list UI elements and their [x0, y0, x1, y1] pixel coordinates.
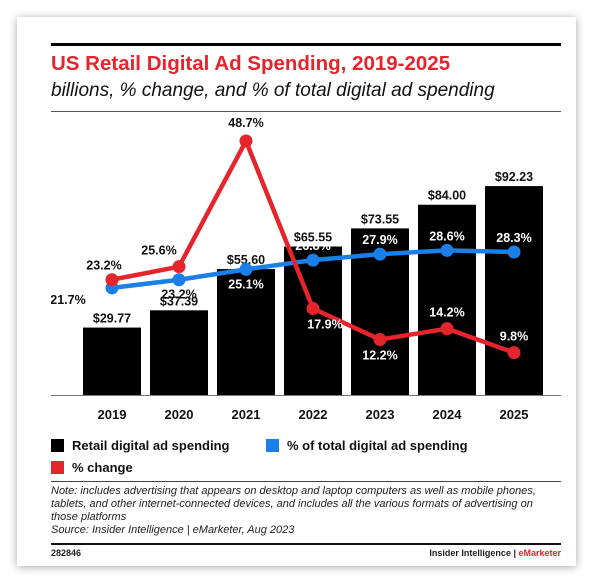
legend-label-spending: Retail digital ad spending: [72, 438, 230, 453]
footer-rule: [51, 543, 561, 545]
x-tick-2023: 2023: [366, 407, 395, 422]
notes-divider: [51, 481, 561, 482]
share-label-2023: 27.9%: [362, 233, 397, 247]
legend-swatch-share: [266, 439, 279, 452]
change-label-2021: 48.7%: [228, 116, 263, 130]
bar-label-2022: $65.55: [294, 231, 332, 245]
change-label-2024: 14.2%: [429, 306, 464, 320]
bar-label-2023: $73.55: [361, 212, 399, 226]
share-point-2024: [440, 243, 454, 257]
change-point-2022: [306, 302, 320, 316]
x-tick-2021: 2021: [232, 407, 261, 422]
change-label-2019: 23.2%: [86, 259, 121, 273]
chart-plot: $29.77 $37.39 $55.60 $65.55 $73.55 $84.00 $92.…: [51, 116, 561, 422]
bar-label-2025: $92.23: [495, 170, 533, 184]
chart-card: US Retail Digital Ad Spending, 2019-2025…: [51, 43, 561, 561]
x-tick-2020: 2020: [165, 407, 194, 422]
change-label-2023: 12.2%: [362, 349, 397, 363]
x-tick-2025: 2025: [500, 407, 529, 422]
legend-swatch-change: [51, 461, 64, 474]
change-point-2025: [507, 346, 521, 360]
bar-label-2024: $84.00: [428, 189, 466, 203]
bar-label-2020: $37.39: [160, 294, 198, 308]
bar-2019: [83, 327, 141, 395]
top-rule: [51, 43, 561, 46]
source-line: Source: Insider Intelligence | eMarketer…: [51, 524, 295, 536]
share-label-2020: 23.2%: [161, 288, 196, 302]
change-label-2025: 9.8%: [500, 330, 529, 344]
change-point-2019: [105, 273, 119, 287]
x-tick-2022: 2022: [299, 407, 328, 422]
share-label-2021: 25.1%: [228, 277, 263, 291]
share-label-2024: 28.6%: [429, 229, 464, 243]
share-point-2020: [172, 273, 186, 287]
share-label-2025: 28.3%: [496, 231, 531, 245]
legend-label-change: % change: [72, 460, 133, 475]
share-point-2023: [373, 247, 387, 261]
share-point-2025: [507, 245, 521, 259]
change-point-2021: [239, 134, 253, 148]
legend-swatch-spending: [51, 439, 64, 452]
change-point-2024: [440, 322, 454, 336]
footnote: Note: includes advertising that appears …: [51, 485, 536, 523]
brand-prefix: Insider Intelligence |: [429, 548, 519, 558]
chart-subtitle: billions, % change, and % of total digit…: [51, 80, 495, 101]
title-divider: [51, 111, 561, 112]
bar-2025: [485, 186, 543, 395]
share-point-2022: [306, 253, 320, 267]
bar-label-2021: $55.60: [227, 253, 265, 267]
change-label-2020: 25.6%: [141, 244, 176, 258]
bar-2024: [418, 204, 476, 395]
share-label-2019: 21.7%: [51, 293, 86, 307]
legend-label-share: % of total digital ad spending: [287, 438, 468, 453]
change-point-2020: [172, 260, 186, 274]
bar-2021: [217, 269, 275, 395]
legend-item-change: % change: [51, 460, 133, 475]
brand-credit: Insider Intelligence | eMarketer: [429, 548, 561, 558]
legend-item-spending: Retail digital ad spending: [51, 438, 229, 453]
bar-label-2019: $29.77: [93, 312, 131, 326]
x-tick-2024: 2024: [433, 407, 463, 422]
share-label-2022: 26.8%: [295, 239, 330, 253]
chart-id: 282846: [51, 548, 82, 558]
brand-name: eMarketer: [518, 548, 561, 558]
bar-2022: [284, 246, 342, 395]
x-tick-2019: 2019: [98, 407, 127, 422]
chart-frame: US Retail Digital Ad Spending, 2019-2025…: [17, 17, 576, 566]
share-point-2021: [239, 262, 253, 276]
chart-title: US Retail Digital Ad Spending, 2019-2025: [51, 52, 451, 75]
change-point-2023: [373, 333, 387, 347]
legend-item-share: % of total digital ad spending: [266, 438, 468, 453]
bar-2020: [150, 310, 208, 395]
change-label-2022: 17.9%: [307, 318, 342, 332]
